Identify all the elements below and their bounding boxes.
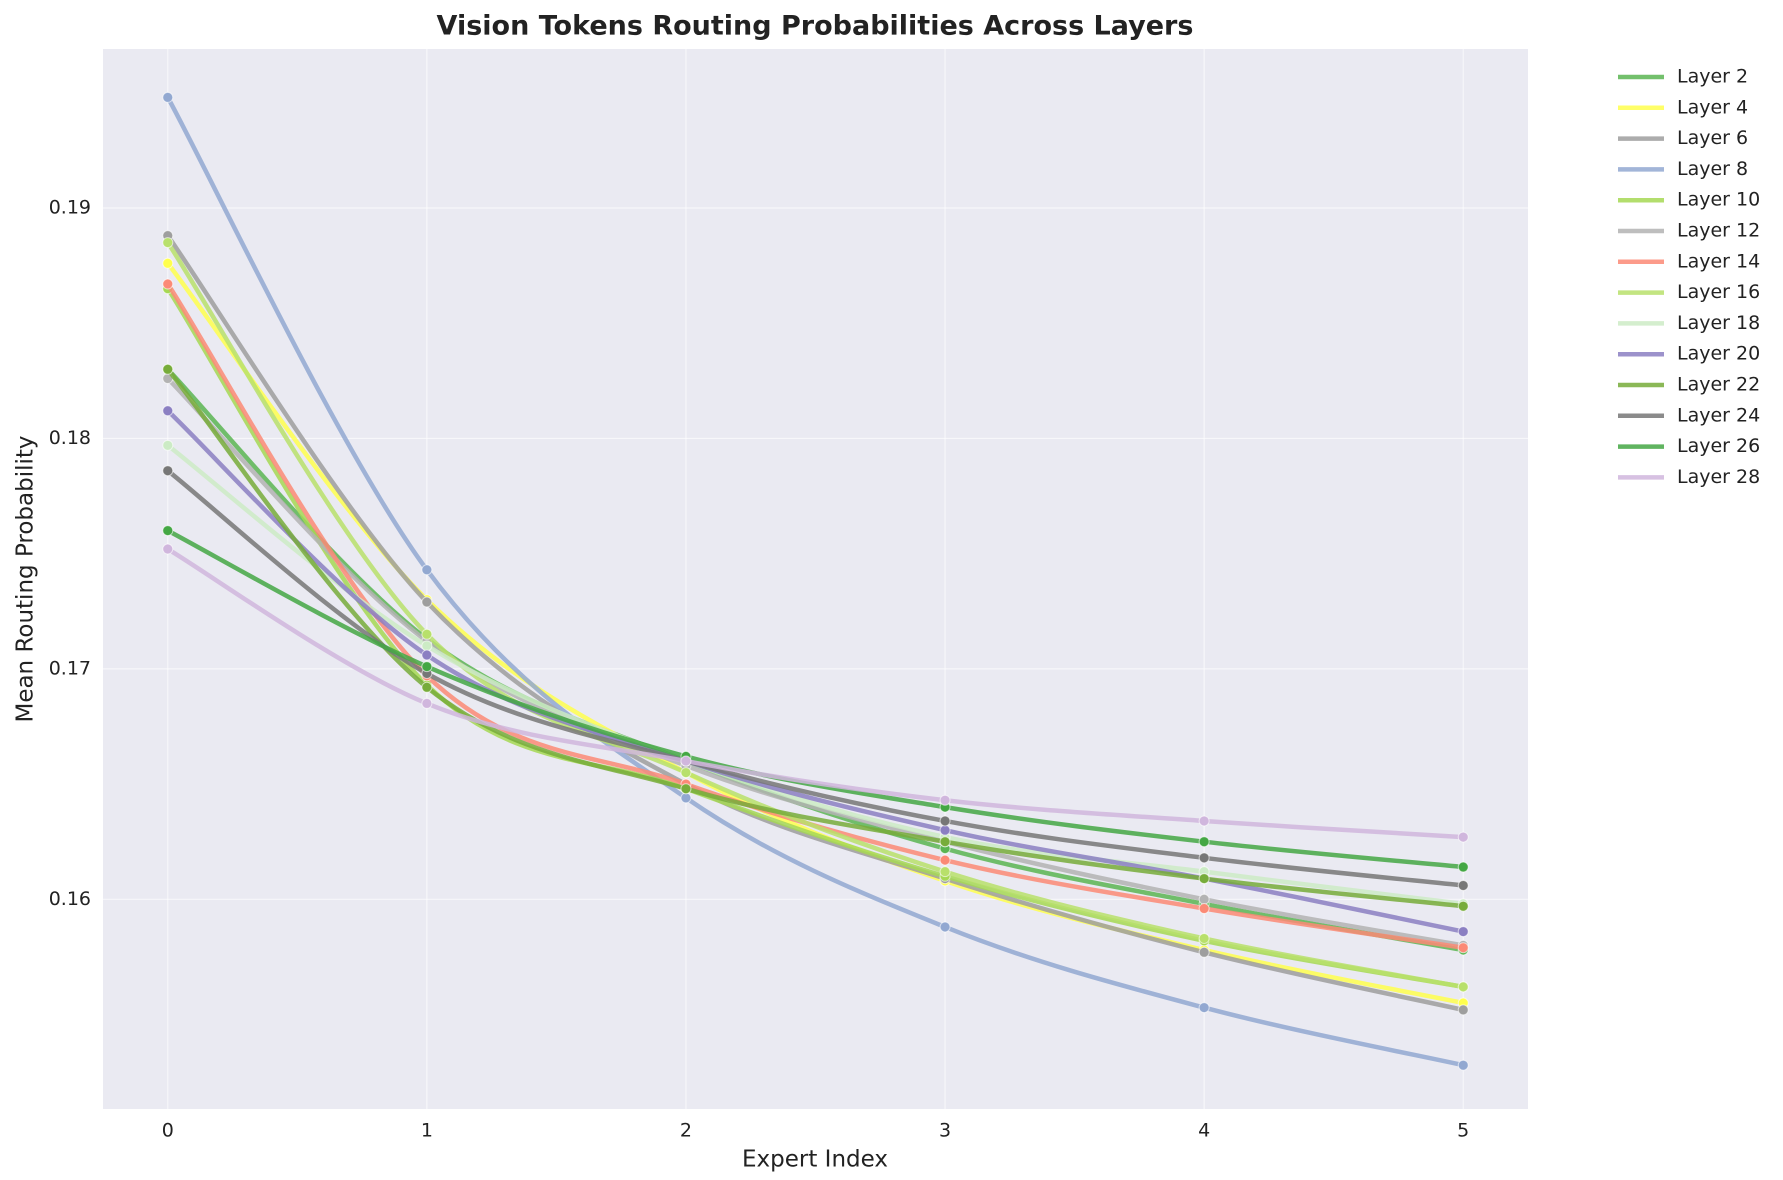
- point: [162, 257, 174, 269]
- point: [1198, 932, 1210, 944]
- legend-label: Layer 8: [1677, 158, 1748, 180]
- point: [939, 836, 951, 848]
- point: [162, 91, 174, 103]
- x-tick-label: 1: [421, 1120, 433, 1142]
- point: [162, 525, 174, 537]
- legend-label: Layer 26: [1677, 435, 1760, 457]
- line: [165, 234, 1464, 1013]
- point: [680, 767, 692, 779]
- x-tick-label: 5: [1457, 1120, 1469, 1142]
- point: [162, 405, 174, 417]
- x-tick-label: 3: [939, 1120, 951, 1142]
- legend-label: Layer 14: [1677, 250, 1760, 272]
- point: [1198, 873, 1210, 885]
- x-tick-label: 2: [680, 1120, 692, 1142]
- legend-label: Layer 10: [1677, 189, 1760, 211]
- point: [939, 815, 951, 827]
- point: [939, 794, 951, 806]
- legend-label: Layer 12: [1677, 220, 1760, 242]
- point: [421, 628, 433, 640]
- y-axis-label: Mean Routing Probability: [13, 435, 39, 722]
- y-tick-label: 0.19: [49, 197, 91, 219]
- point: [1457, 942, 1469, 954]
- legend-label: Layer 20: [1677, 343, 1760, 365]
- x-tick-label: 0: [162, 1120, 174, 1142]
- point: [162, 543, 174, 555]
- point: [1457, 831, 1469, 843]
- point: [680, 755, 692, 767]
- line: [165, 261, 1464, 1006]
- point: [1198, 903, 1210, 915]
- x-axis-label: Expert Index: [742, 1147, 888, 1173]
- x-tick-label: 4: [1198, 1120, 1210, 1142]
- legend-label: Layer 24: [1677, 404, 1760, 426]
- y-tick-label: 0.16: [49, 888, 91, 910]
- chart-title: Vision Tokens Routing Probabilities Acro…: [437, 11, 1194, 42]
- point: [421, 697, 433, 709]
- point: [680, 792, 692, 804]
- point: [1457, 861, 1469, 873]
- point: [1457, 926, 1469, 938]
- point: [1457, 900, 1469, 912]
- point: [939, 921, 951, 933]
- point: [1457, 1059, 1469, 1071]
- point: [1198, 946, 1210, 958]
- line: [166, 443, 1464, 907]
- line: [166, 367, 1464, 909]
- point: [421, 564, 433, 576]
- legend-label: Layer 2: [1677, 66, 1748, 88]
- point: [939, 824, 951, 836]
- line: [165, 96, 1464, 1068]
- point: [162, 439, 174, 451]
- legend-label: Layer 4: [1677, 96, 1748, 118]
- line: [166, 409, 1464, 934]
- point: [162, 278, 174, 290]
- point: [1457, 981, 1469, 993]
- y-tick-label: 0.18: [49, 427, 91, 449]
- point: [421, 681, 433, 693]
- point: [421, 596, 433, 608]
- point: [421, 649, 433, 661]
- plot-area: [103, 49, 1528, 1109]
- point: [1457, 1004, 1469, 1016]
- point: [162, 465, 174, 477]
- legend-label: Layer 22: [1677, 374, 1760, 396]
- point: [162, 237, 174, 249]
- y-tick-label: 0.17: [49, 657, 91, 679]
- point: [162, 363, 174, 375]
- legend-label: Layer 28: [1677, 466, 1760, 488]
- point: [939, 866, 951, 878]
- point: [1198, 852, 1210, 864]
- point: [421, 661, 433, 673]
- point: [1198, 815, 1210, 827]
- point: [1457, 879, 1469, 891]
- point: [421, 640, 433, 652]
- point: [680, 783, 692, 795]
- line: [166, 468, 1464, 888]
- point: [939, 854, 951, 866]
- line: [166, 376, 1464, 948]
- point: [1198, 1002, 1210, 1014]
- legend-label: Layer 6: [1677, 127, 1748, 149]
- point: [1198, 836, 1210, 848]
- point: [1198, 893, 1210, 905]
- legend-label: Layer 18: [1677, 312, 1760, 334]
- line: [166, 547, 1464, 840]
- legend-label: Layer 16: [1677, 281, 1760, 303]
